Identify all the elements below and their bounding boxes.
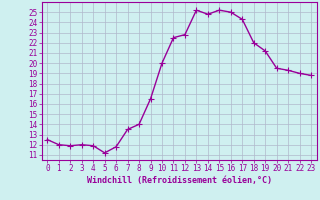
X-axis label: Windchill (Refroidissement éolien,°C): Windchill (Refroidissement éolien,°C) (87, 176, 272, 185)
